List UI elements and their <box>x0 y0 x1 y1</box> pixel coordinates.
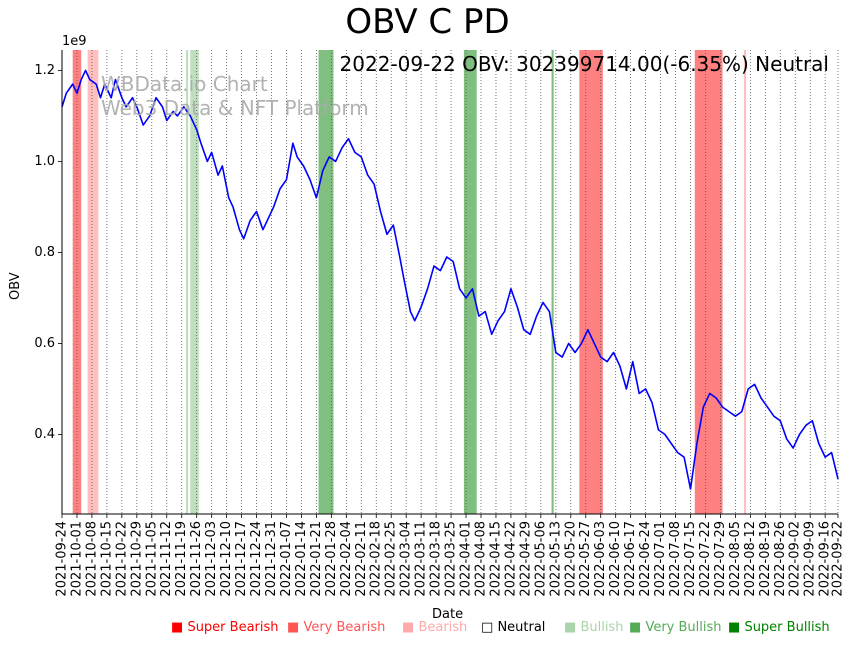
x-tick-label: 2022-08-12 <box>743 521 758 597</box>
legend-swatch: ■ <box>728 620 741 635</box>
x-tick-label: 2022-04-22 <box>503 521 518 597</box>
x-tick-label: 2022-03-25 <box>444 521 459 597</box>
x-tick-label: 2021-09-24 <box>55 521 70 597</box>
x-tick-label: 2022-01-28 <box>324 521 339 597</box>
x-tick-label: 2022-06-10 <box>608 521 623 597</box>
x-tick-label: 2021-10-29 <box>129 521 144 597</box>
signal-span <box>318 50 334 514</box>
x-tick-label: 2022-09-02 <box>788 521 803 597</box>
x-tick-label: 2022-08-19 <box>758 521 773 597</box>
x-tick-label: 2022-08-05 <box>728 521 743 597</box>
legend-swatch: ■ <box>171 620 184 635</box>
x-tick-label: 2022-06-03 <box>593 521 608 597</box>
x-tick-label: 2021-11-19 <box>174 521 189 597</box>
x-tick-label: 2022-09-09 <box>803 521 818 597</box>
x-tick-label: 2022-01-21 <box>309 521 324 597</box>
x-tick-label: 2022-05-27 <box>578 521 593 597</box>
x-tick-label: 2021-12-03 <box>204 521 219 597</box>
signal-span <box>579 50 603 514</box>
signal-span <box>694 50 723 514</box>
y-tick-label: 1.0 <box>34 154 55 169</box>
x-tick-label: 2022-06-24 <box>638 521 653 597</box>
x-tick-label: 2022-07-01 <box>653 521 668 597</box>
x-tick-label: 2022-06-17 <box>623 521 638 597</box>
x-tick-label: 2021-11-05 <box>144 521 159 597</box>
x-tick-label: 2022-03-04 <box>399 521 414 597</box>
legend-swatch: ■ <box>287 620 300 635</box>
legend: ■ Super Bearish ■ Very Bearish ■ Bearish… <box>0 620 855 640</box>
x-tick-label: 2021-12-17 <box>234 521 249 597</box>
x-tick-label: 2022-04-08 <box>473 521 488 597</box>
legend-bullish: ■ Bullish <box>564 620 624 635</box>
x-tick-label: 2022-04-29 <box>518 521 533 597</box>
x-tick-label: 2021-10-01 <box>69 521 84 597</box>
y-tick-label: 0.6 <box>34 336 55 351</box>
x-tick-label: 2022-02-25 <box>384 521 399 597</box>
x-tick-label: 2022-07-22 <box>698 521 713 597</box>
y-axis-exponent: 1e9 <box>62 34 87 49</box>
y-axis-label: OBV <box>8 272 23 300</box>
x-tick-label: 2022-07-29 <box>713 521 728 597</box>
x-tick-label: 2022-07-08 <box>668 521 683 597</box>
x-tick-label: 2022-08-26 <box>773 521 788 597</box>
x-tick-label: 2022-03-11 <box>414 521 429 597</box>
x-tick-label: 2021-12-31 <box>264 521 279 597</box>
x-tick-label: 2022-09-16 <box>818 521 833 597</box>
signal-span <box>463 50 477 514</box>
legend-swatch: ■ <box>564 620 577 635</box>
signal-span <box>551 50 554 514</box>
watermark-line-1: WBData.io Chart <box>101 72 268 96</box>
legend-swatch: ■ <box>402 620 415 635</box>
x-tick-label: 2022-02-11 <box>354 521 369 597</box>
x-tick-label: 2021-12-10 <box>219 521 234 597</box>
obv-series-line <box>61 69 839 490</box>
x-tick-label: 2022-05-06 <box>533 521 548 597</box>
x-tick-label: 2021-11-26 <box>189 521 204 597</box>
signal-span <box>743 50 747 514</box>
legend-very-bullish: ■ Very Bullish <box>629 620 722 635</box>
x-tick-label: 2021-11-12 <box>159 521 174 597</box>
y-tick-label: 0.8 <box>34 245 55 260</box>
x-tick-label: 2022-02-04 <box>339 521 354 597</box>
y-tick-label: 1.2 <box>34 63 55 78</box>
y-tick-label: 0.4 <box>34 427 55 442</box>
x-tick-label: 2022-07-15 <box>683 521 698 597</box>
x-tick-label: 2022-04-01 <box>459 521 474 597</box>
x-tick-label: 2022-03-18 <box>429 521 444 597</box>
x-tick-label: 2021-10-08 <box>84 521 99 597</box>
x-tick-label: 2021-12-24 <box>249 521 264 597</box>
x-tick-label: 2021-10-15 <box>99 521 114 597</box>
legend-swatch: □ <box>481 620 494 635</box>
x-tick-label: 2022-05-13 <box>548 521 563 597</box>
legend-bearish: ■ Bearish <box>402 620 468 635</box>
x-tick-label: 2022-01-14 <box>294 521 309 597</box>
watermark-line-2: Web3 Data & NFT Platform <box>101 96 369 120</box>
x-tick-label: 2022-01-07 <box>279 521 294 597</box>
legend-super-bullish: ■ Super Bullish <box>728 620 830 635</box>
chart-info-text: 2022-09-22 OBV: 302399714.00(-6.35%) Neu… <box>339 52 829 76</box>
x-tick-label: 2021-10-22 <box>114 521 129 597</box>
signal-span <box>87 50 99 514</box>
x-tick-label: 2022-04-15 <box>488 521 503 597</box>
chart-title: OBV C PD <box>345 2 510 42</box>
x-tick-label: 2022-05-20 <box>563 521 578 597</box>
x-tick-label: 2022-09-22 <box>831 521 846 597</box>
x-axis-label: Date <box>432 607 464 622</box>
legend-super-bearish: ■ Super Bearish <box>171 620 279 635</box>
legend-neutral: □ Neutral <box>481 620 546 635</box>
legend-very-bearish: ■ Very Bearish <box>287 620 386 635</box>
signal-span <box>185 50 189 514</box>
x-tick-label: 2022-02-18 <box>369 521 384 597</box>
signal-span <box>190 50 199 514</box>
legend-swatch: ■ <box>629 620 642 635</box>
